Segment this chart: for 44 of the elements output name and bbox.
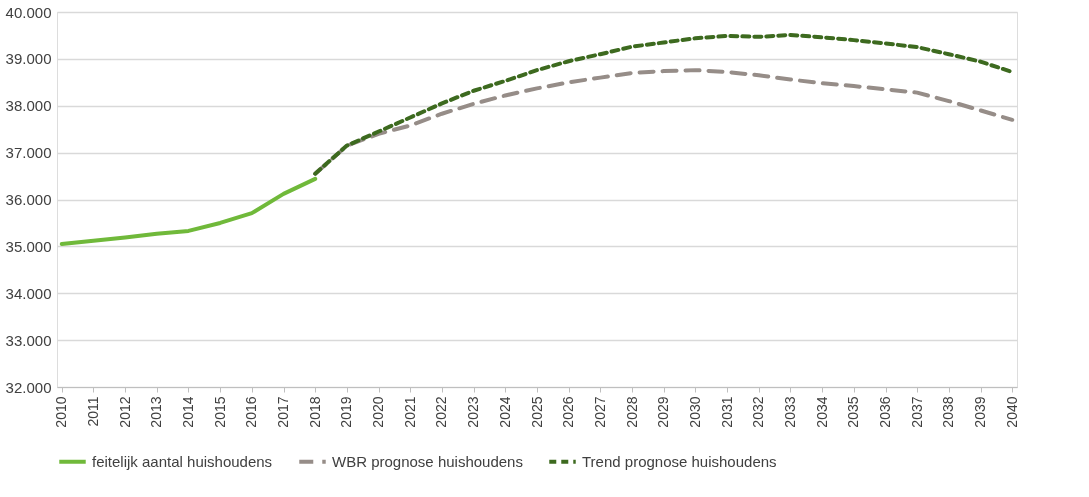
- x-tick-label: 2015: [211, 396, 228, 428]
- x-tick-label: 2036: [877, 396, 894, 428]
- y-tick-label: 39.000: [5, 50, 52, 68]
- x-tick-label: 2031: [718, 396, 735, 428]
- x-tick-label: 2016: [243, 396, 260, 428]
- y-tick-label: 34.000: [5, 284, 52, 302]
- y-tick-label: 35.000: [5, 237, 52, 255]
- x-tick-label: 2032: [750, 396, 767, 428]
- x-tick-label: 2012: [116, 396, 133, 428]
- y-tick-label: 40.000: [5, 3, 52, 21]
- x-tick-label: 2038: [940, 396, 957, 428]
- x-tick-label: 2033: [781, 396, 798, 428]
- legend-label: Trend prognose huishoudens: [582, 452, 777, 470]
- legend-label: WBR prognose huishoudens: [332, 452, 523, 470]
- x-tick-label: 2028: [623, 396, 640, 428]
- x-tick-label: 2010: [53, 396, 70, 428]
- x-tick-label: 2039: [972, 396, 989, 428]
- x-tick-label: 2029: [655, 396, 672, 428]
- x-tick-label: 2020: [370, 396, 387, 428]
- x-tick-label: 2040: [1003, 396, 1020, 428]
- x-tick-label: 2011: [84, 396, 101, 427]
- x-tick-label: 2023: [465, 396, 482, 428]
- line-series: [59, 176, 318, 247]
- x-tick-label: 2035: [845, 396, 862, 428]
- x-tick-label: 2018: [306, 396, 323, 428]
- x-tick-label: 2022: [433, 396, 450, 428]
- x-tick-label: 2027: [591, 396, 608, 428]
- x-tick-label: 2024: [496, 396, 513, 428]
- y-tick-label: 36.000: [5, 191, 52, 208]
- x-tick-label: 2019: [338, 396, 355, 428]
- x-tick-label: 2017: [275, 396, 292, 428]
- x-tick-label: 2025: [528, 396, 545, 428]
- y-tick-label: 33.000: [5, 331, 52, 349]
- legend-label: feitelijk aantal huishoudens: [92, 452, 273, 470]
- x-tick-label: 2014: [179, 396, 196, 428]
- x-tick-label: 2013: [148, 396, 165, 428]
- x-tick-label: 2030: [686, 396, 703, 428]
- x-tick-label: 2037: [908, 396, 925, 428]
- y-tick-label: 32.000: [5, 378, 52, 396]
- y-tick-label: 37.000: [5, 144, 52, 162]
- x-tick-label: 2034: [813, 396, 830, 428]
- x-tick-label: 2026: [560, 396, 577, 428]
- y-tick-label: 38.000: [5, 97, 52, 115]
- x-tick-label: 2021: [401, 396, 418, 428]
